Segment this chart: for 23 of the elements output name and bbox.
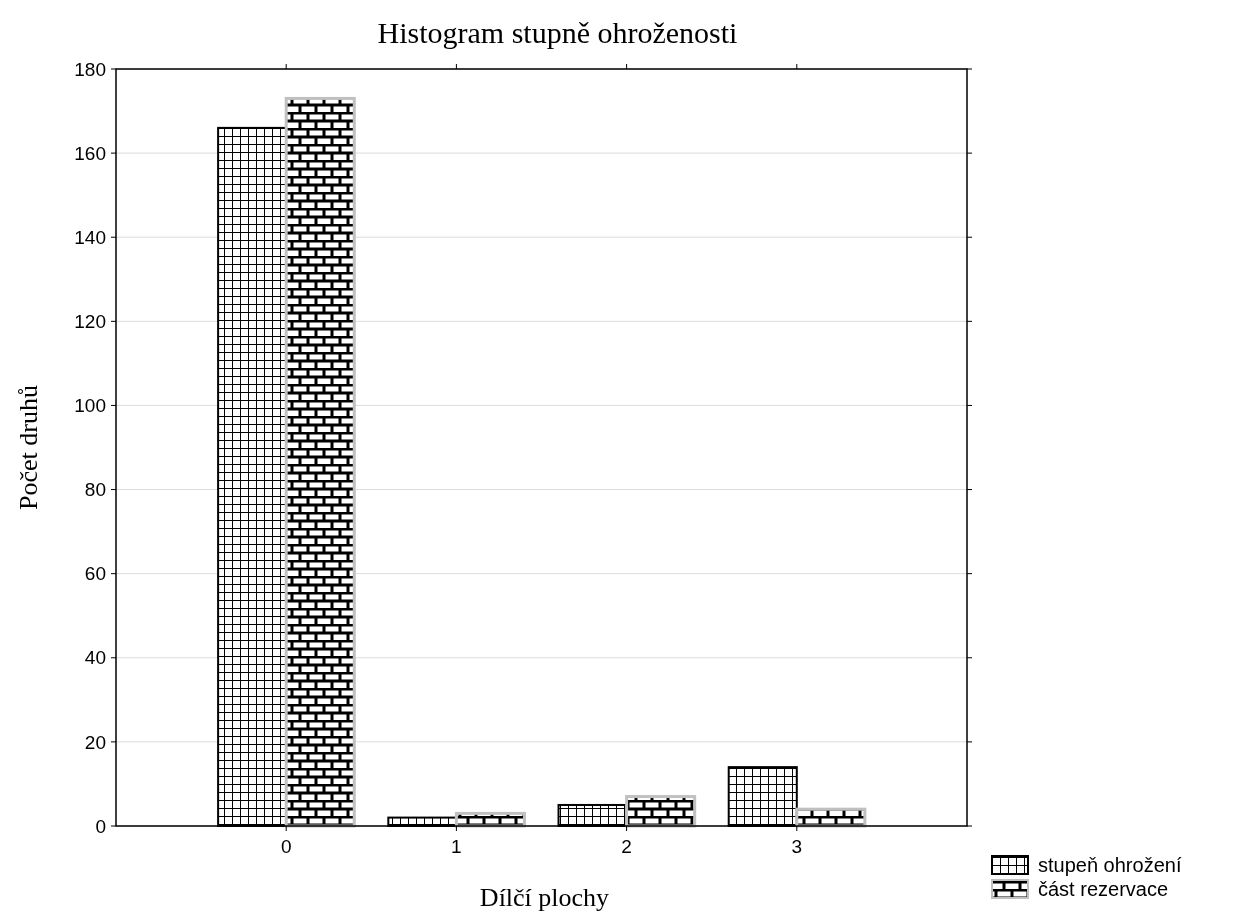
y-tick-label: 40 — [84, 647, 106, 669]
x-tick-label: 3 — [791, 836, 803, 857]
chart-title: Histogram stupně ohroženosti — [377, 16, 738, 49]
y-tick-label: 0 — [95, 815, 106, 837]
y-tick-label: 20 — [84, 731, 106, 753]
y-tick-label: 160 — [74, 142, 106, 164]
x-axis-title: Dílčí plochy — [479, 883, 610, 912]
legend-label: část rezervace — [1038, 878, 1169, 900]
x-tick-label: 2 — [621, 836, 632, 857]
x-tick-label: 0 — [280, 836, 292, 857]
bar — [795, 807, 867, 828]
bar — [625, 795, 697, 828]
y-tick-label: 100 — [74, 395, 106, 417]
x-tick-label: 1 — [451, 836, 462, 857]
y-tick-label: 60 — [84, 563, 106, 585]
bar — [454, 811, 526, 828]
y-axis-title: Počet druhů — [14, 385, 43, 510]
y-tick-label: 80 — [84, 479, 106, 501]
y-tick-label: 140 — [74, 226, 106, 248]
y-tick-label: 120 — [74, 310, 106, 332]
legend-label: stupeň ohrožení — [1038, 854, 1182, 876]
bar — [284, 96, 356, 828]
y-tick-label: 180 — [74, 58, 106, 80]
